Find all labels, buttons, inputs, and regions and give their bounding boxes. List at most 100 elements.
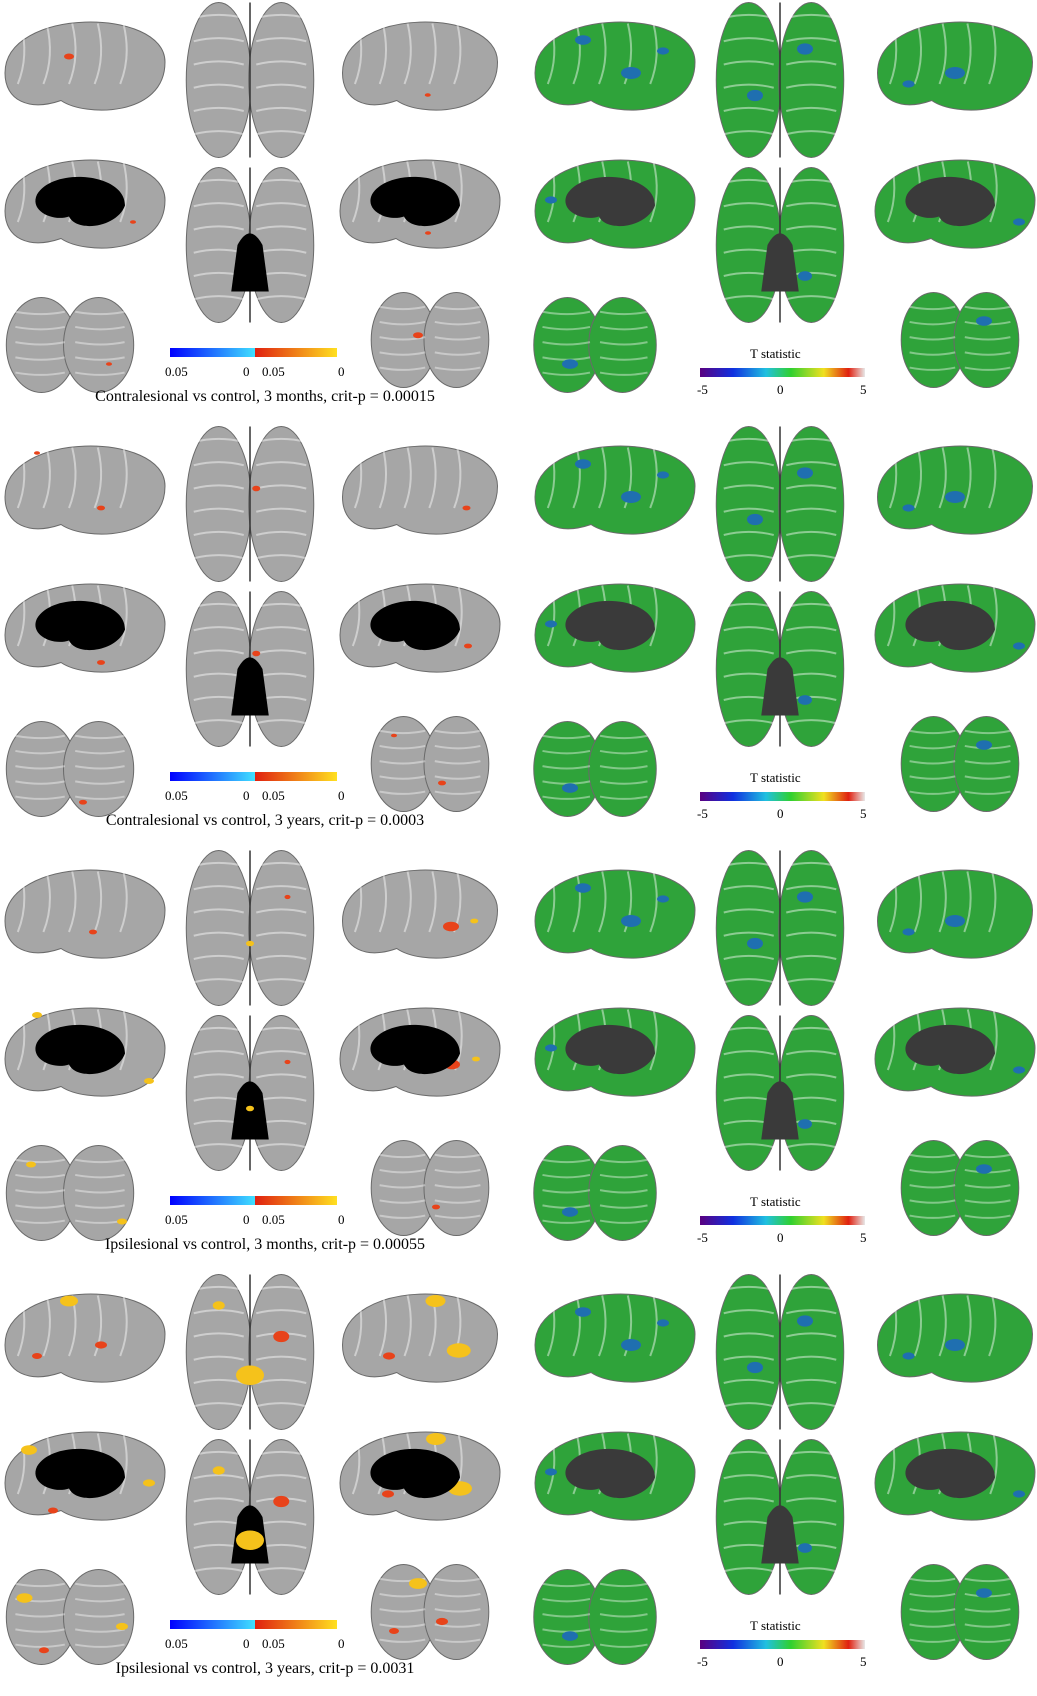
t-right-medial-view-midline: [905, 1448, 995, 1499]
t-left-lateral-view: [534, 445, 696, 535]
right-medial-view-midline: [370, 600, 460, 651]
pvalue-tick-label: 0.05: [165, 1212, 188, 1227]
tstat-tick-label: 5: [860, 1654, 867, 1669]
left-lateral-view: [4, 445, 166, 535]
panel-caption: Ipsilesional vs control, 3 months, crit-…: [104, 1236, 426, 1253]
pvalue-tick-label: 0.05: [165, 364, 188, 379]
t-right-lateral-view: [876, 445, 1034, 535]
ventral-view: [185, 591, 315, 747]
pvalue-tick-label: 0.05: [262, 1212, 285, 1227]
brain-renderings: [4, 2, 1036, 393]
tstat-colorbar: [700, 792, 865, 801]
pvalue-tick-label: 0.05: [262, 364, 285, 379]
t-anterior-view: [900, 1140, 1020, 1236]
t-ventral-view: [715, 167, 845, 323]
dorsal-view: [185, 2, 315, 158]
anterior-view: [370, 1140, 490, 1236]
tstat-tick-label: -5: [697, 1654, 708, 1669]
pvalue-tick-label: 0.05: [262, 788, 285, 803]
right-medial-view-midline: [370, 176, 460, 227]
pvalue-colorbar: [170, 1620, 337, 1629]
right-lateral-view: [341, 1293, 499, 1383]
panel-row: 0.05 0 0.05 0 T statistic -5 0 5 Contralesional …: [0, 424, 1037, 848]
pvalue-tick-label: 0.05: [262, 1636, 285, 1651]
panel-caption: Ipsilesional vs control, 3 years, crit-p…: [115, 1660, 415, 1677]
t-right-medial-view-midline: [905, 176, 995, 227]
posterior-view: [5, 1145, 135, 1241]
t-left-medial-view-midline: [565, 600, 655, 651]
tstat-tick-label: -5: [697, 806, 708, 821]
tstat-tick-label: 0: [777, 1654, 784, 1669]
t-ventral-view: [715, 1439, 845, 1595]
anterior-view: [370, 716, 490, 812]
dorsal-view: [185, 426, 315, 582]
t-dorsal-view: [715, 850, 845, 1006]
tstat-tick-label: 0: [777, 382, 784, 397]
pvalue-tick-label: 0: [338, 364, 345, 379]
t-left-medial-view-midline: [565, 1448, 655, 1499]
pvalue-colorbar: [170, 772, 337, 781]
tstat-title: T statistic: [750, 770, 801, 785]
tstat-title: T statistic: [750, 1194, 801, 1209]
right-lateral-view: [341, 869, 499, 959]
dorsal-view: [185, 1274, 315, 1430]
anterior-view: [370, 292, 490, 388]
tstat-colorbar: [700, 1640, 865, 1649]
tstat-tick-label: 5: [860, 1230, 867, 1245]
pvalue-tick-label: 0: [338, 1636, 345, 1651]
posterior-view: [5, 297, 135, 393]
ventral-view: [185, 1015, 315, 1171]
t-left-lateral-view: [534, 869, 696, 959]
pvalue-tick-label: 0: [338, 1212, 345, 1227]
t-left-medial-view-midline: [565, 176, 655, 227]
t-left-lateral-view: [534, 1293, 696, 1383]
t-posterior-view: [533, 1145, 657, 1241]
brain-renderings: [4, 850, 1036, 1241]
panel-row: 0.05 0 0.05 0 T statistic -5 0 5 Ipsilesional vs…: [0, 848, 1037, 1272]
t-left-medial-view-midline: [565, 1024, 655, 1075]
ventral-view: [185, 167, 315, 323]
tstat-title: T statistic: [750, 346, 801, 361]
t-dorsal-view: [715, 1274, 845, 1430]
t-ventral-view: [715, 591, 845, 747]
panel-row: 0.05 0 0.05 0 T statistic -5 0 5 Contralesional …: [0, 0, 1037, 424]
pvalue-tick-label: 0: [243, 788, 250, 803]
t-anterior-view: [900, 1564, 1020, 1660]
tstat-tick-label: 5: [860, 382, 867, 397]
panel-caption: Contralesional vs control, 3 years, crit…: [105, 812, 425, 829]
pvalue-tick-label: 0: [243, 364, 250, 379]
tstat-colorbar: [700, 1216, 865, 1225]
right-medial-view-midline: [370, 1448, 460, 1499]
tstat-tick-label: -5: [697, 382, 708, 397]
right-lateral-view: [341, 21, 499, 111]
tstat-tick-label: 0: [777, 806, 784, 821]
t-posterior-view: [533, 721, 657, 817]
right-medial-view-midline: [370, 1024, 460, 1075]
brain-renderings: [4, 1274, 1036, 1665]
pvalue-colorbar: [170, 348, 337, 357]
pvalue-tick-label: 0.05: [165, 788, 188, 803]
t-right-lateral-view: [876, 869, 1034, 959]
brain-renderings: [4, 426, 1036, 817]
t-right-medial-view-midline: [905, 600, 995, 651]
left-lateral-view: [4, 1293, 166, 1383]
anterior-view: [370, 1564, 490, 1660]
panel-row: 0.05 0 0.05 0 T statistic -5 0 5 Ipsilesional vs…: [0, 1272, 1037, 1696]
left-medial-view-midline: [35, 176, 125, 227]
t-posterior-view: [533, 297, 657, 393]
tstat-colorbar: [700, 368, 865, 377]
t-dorsal-view: [715, 426, 845, 582]
t-anterior-view: [900, 292, 1020, 388]
pvalue-tick-label: 0: [338, 788, 345, 803]
pvalue-tick-label: 0: [243, 1636, 250, 1651]
dorsal-view: [185, 850, 315, 1006]
pvalue-tick-label: 0.05: [165, 1636, 188, 1651]
left-lateral-view: [4, 21, 166, 111]
left-medial-view-midline: [35, 600, 125, 651]
t-dorsal-view: [715, 2, 845, 158]
t-right-lateral-view: [876, 21, 1034, 111]
tstat-title: T statistic: [750, 1618, 801, 1633]
t-left-lateral-view: [534, 21, 696, 111]
posterior-view: [5, 1569, 135, 1665]
left-medial-view-midline: [35, 1448, 125, 1499]
